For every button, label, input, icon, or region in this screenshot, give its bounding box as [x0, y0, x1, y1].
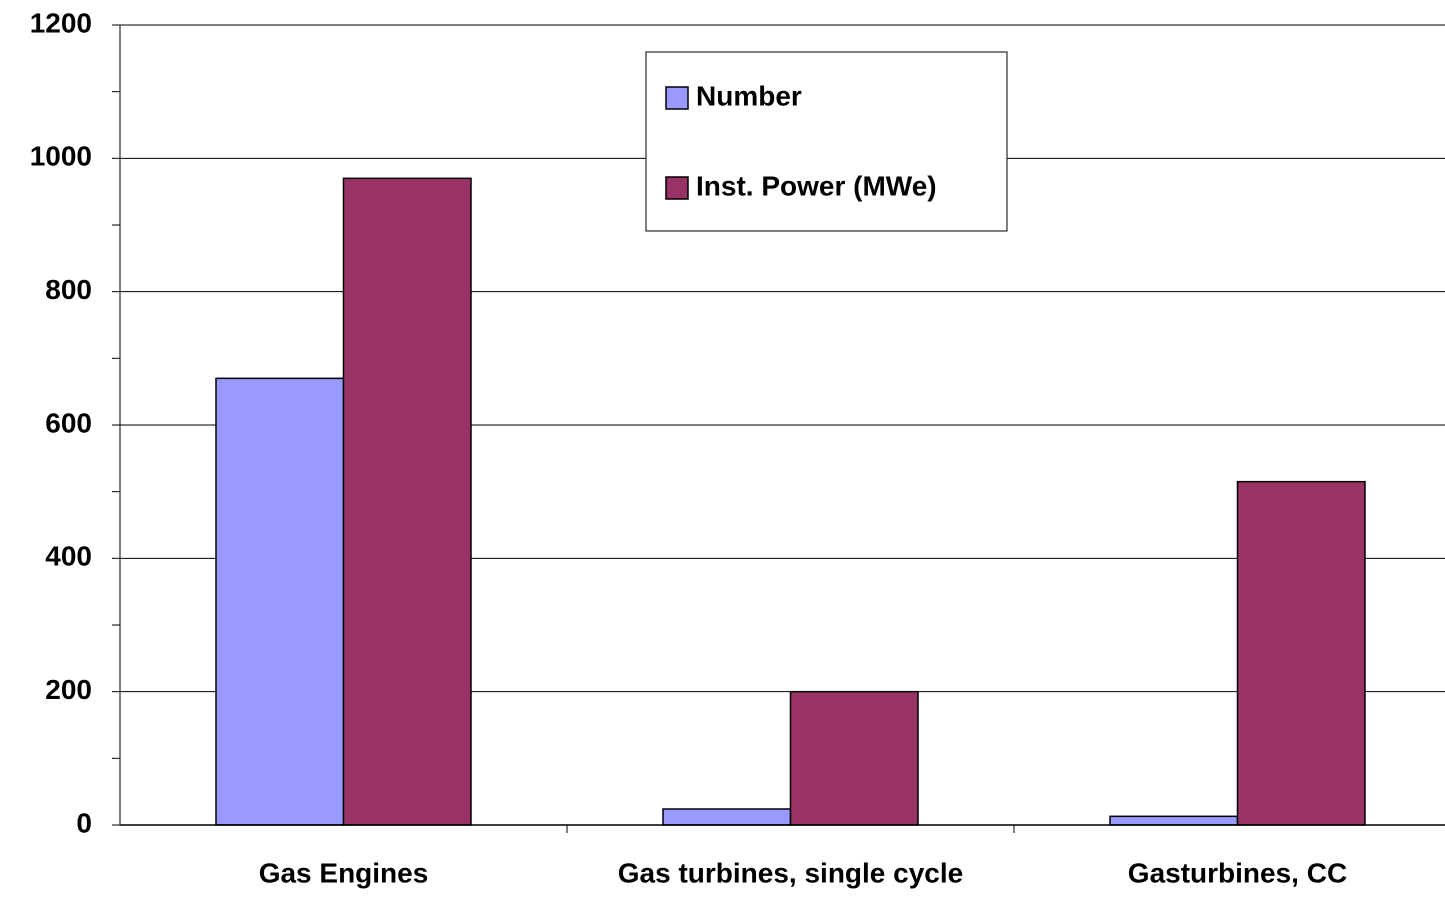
legend-label: Number	[696, 80, 802, 111]
y-tick-label: 200	[45, 674, 92, 705]
bar	[215, 377, 345, 826]
y-tick-label: 0	[76, 807, 92, 838]
legend-box	[645, 51, 1008, 232]
legend-swatch	[665, 86, 689, 110]
legend-label: Inst. Power (MWe)	[696, 170, 937, 201]
x-tick-label: Gasturbines, CC	[1128, 857, 1347, 888]
legend-swatch	[665, 176, 689, 200]
y-tick-label: 800	[45, 274, 92, 305]
x-tick-label: Gas Engines	[259, 857, 429, 888]
y-tick-label: 600	[45, 407, 92, 438]
y-tick-label: 400	[45, 541, 92, 572]
bar	[789, 690, 919, 826]
y-tick-label: 1000	[30, 141, 92, 172]
y-tick-label: 1200	[30, 7, 92, 38]
bar	[1236, 480, 1366, 826]
x-tick-label: Gas turbines, single cycle	[618, 857, 963, 888]
bar	[662, 808, 792, 826]
bar	[1109, 815, 1239, 826]
bar	[342, 177, 472, 826]
